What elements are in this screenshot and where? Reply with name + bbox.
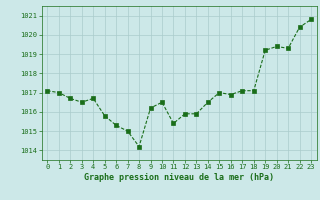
X-axis label: Graphe pression niveau de la mer (hPa): Graphe pression niveau de la mer (hPa)	[84, 173, 274, 182]
